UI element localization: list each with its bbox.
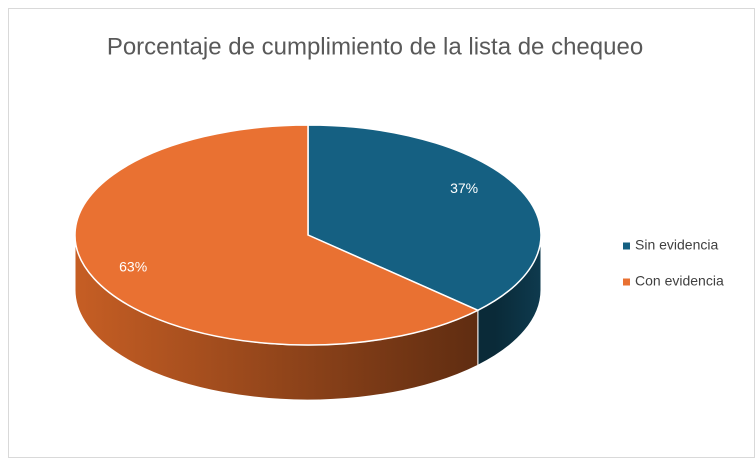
legend-swatch	[623, 242, 630, 250]
legend-swatch	[623, 278, 630, 286]
data-label: 37%	[450, 180, 478, 196]
legend-label: Sin evidencia	[635, 237, 718, 253]
slice	[307, 124, 542, 312]
data-label: 63%	[119, 258, 147, 274]
slice	[74, 124, 480, 346]
legend-label: Con evidencia	[635, 273, 724, 289]
chart-title: Porcentaje de cumplimiento de la lista d…	[107, 33, 643, 60]
